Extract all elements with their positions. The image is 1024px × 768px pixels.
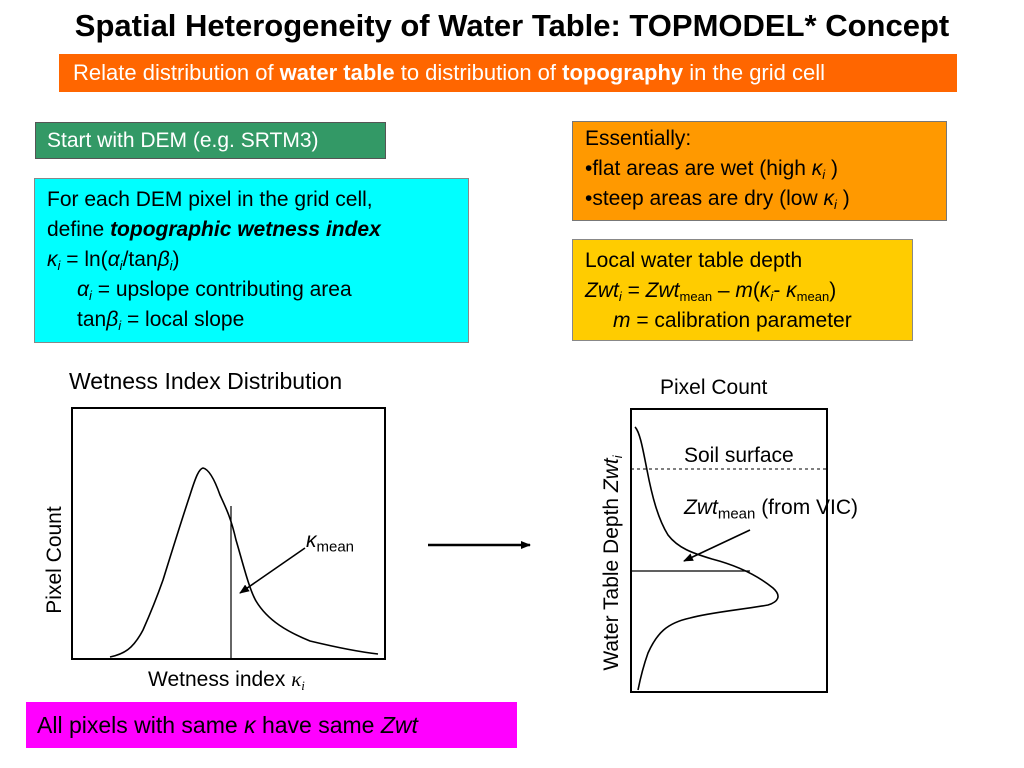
left-chart-ylabel: Pixel Count <box>43 506 66 614</box>
right-chart-ylabel: Water Table Depth Zwti <box>600 455 625 671</box>
def-line-1: For each DEM pixel in the grid cell, <box>47 188 373 211</box>
kappa-mean-arrow <box>239 547 306 594</box>
kappa-mean-label: κmean <box>306 529 355 556</box>
depth-dash: - <box>773 279 787 302</box>
depth-kappa-mean: κ <box>786 279 797 302</box>
water-table-depth-curve <box>634 426 779 691</box>
ess-steep-sub: i <box>833 196 837 212</box>
def-equation: κi = ln(αi/tanβi) <box>47 245 468 275</box>
right-chart-frame <box>630 408 828 693</box>
depth-m: m <box>735 279 753 302</box>
right-chart-top-label: Pixel Count <box>660 376 768 399</box>
depth-kappa-i-sub: i <box>770 288 774 304</box>
beta-sub: i <box>118 317 122 333</box>
xlabel-kappa: κ <box>291 667 302 691</box>
local-depth-box: Local water table depth Zwti = Zwtmean –… <box>572 239 913 341</box>
page-title: Spatial Heterogeneity of Water Table: TO… <box>74 8 950 43</box>
ess-flat-kappa: κ <box>811 157 823 180</box>
eq-kappa-sub: i <box>57 257 61 273</box>
conclusion-kappa: κ <box>244 712 256 738</box>
right-ylabel-zwt: Zwt <box>600 458 623 493</box>
beta-definition: local slope <box>145 308 245 331</box>
xlabel-kappa-sub: i <box>301 677 305 693</box>
depth-zwt-i: Zwt <box>585 279 619 302</box>
def-alpha-line: αi = upslope contributing area <box>47 275 468 305</box>
wetness-index-definition-box: For each DEM pixel in the grid cell, def… <box>34 178 469 343</box>
conclusion-text-2: have same <box>255 712 381 738</box>
depth-minus: – <box>712 279 736 302</box>
conclusion-zwt: Zwt <box>380 712 418 738</box>
beta-eq: = <box>121 308 146 331</box>
depth-kappa-mean-sub: mean <box>796 288 830 304</box>
left-chart-frame <box>71 407 386 660</box>
depth-equation: Zwti = Zwtmean – m(κi- κmean) <box>585 276 912 306</box>
depth-zwt-mean: Zwt <box>645 279 680 302</box>
zwt-mean-sub: mean <box>717 505 756 523</box>
essentially-box: Essentially: •flat areas are wet (high κ… <box>572 121 947 221</box>
banner-text-2: to distribution of <box>394 60 563 85</box>
beta-sym: β <box>106 308 119 331</box>
ess-steep-close: ) <box>836 187 850 210</box>
eq-beta-sub: i <box>169 257 173 273</box>
eq-alpha-sub: i <box>119 257 123 273</box>
eq-alpha: α <box>107 248 120 271</box>
banner-bold-topography: topography <box>562 60 684 85</box>
objective-banner: Relate distribution of water table to di… <box>59 54 957 92</box>
kappa-mean-sub: mean <box>316 538 355 556</box>
depth-m-sym: m <box>613 309 631 332</box>
kappa-mean-sym: κ <box>306 529 317 552</box>
tan-text: tan <box>77 308 107 331</box>
ess-flat-close: ) <box>825 157 839 180</box>
left-chart-xlabel: Wetness index κi <box>148 667 305 692</box>
left-chart-title: Wetness Index Distribution <box>69 368 343 394</box>
ess-steep-kappa: κ <box>823 187 834 210</box>
depth-m-definition: = calibration parameter <box>630 309 852 332</box>
conclusion-box: All pixels with same κ have same Zwt <box>26 702 517 748</box>
def-beta-line: tanβi = local slope <box>47 305 468 335</box>
depth-line-1: Local water table depth <box>585 249 803 272</box>
soil-surface-label: Soil surface <box>684 444 794 467</box>
depth-open: ( <box>752 279 760 302</box>
ess-head: Essentially: <box>585 127 692 150</box>
alpha-sub: i <box>88 287 92 303</box>
alpha-definition: = upslope contributing area <box>91 278 352 301</box>
banner-text-1: Relate distribution of <box>73 60 280 85</box>
ess-steep-text: •steep areas are dry (low <box>585 187 824 210</box>
depth-zwt-i-sub: i <box>618 288 622 304</box>
def-define-text: define <box>47 218 111 241</box>
ess-flat-line: •flat areas are wet (high κi ) <box>585 154 946 184</box>
banner-bold-water-table: water table <box>279 60 395 85</box>
eq-tan: /tan <box>122 248 158 271</box>
zwt-mean-sym: Zwt <box>684 496 718 519</box>
depth-eq: = <box>621 279 646 302</box>
eq-ln: = ln( <box>60 248 108 271</box>
right-ylabel-sub: i <box>609 455 625 459</box>
depth-m-line: m = calibration parameter <box>585 306 912 336</box>
alpha-sym: α <box>77 278 89 301</box>
wetness-distribution-curve <box>109 467 379 658</box>
depth-close: ) <box>829 279 837 302</box>
eq-kappa: κ <box>47 248 58 271</box>
ess-flat-text: •flat areas are wet (high <box>585 157 812 180</box>
conclusion-text-1: All pixels with same <box>37 712 245 738</box>
start-dem-box: Start with DEM (e.g. SRTM3) <box>35 122 386 159</box>
def-twi-term: topographic wetness index <box>110 218 381 241</box>
eq-close: ) <box>172 248 180 271</box>
xlabel-text: Wetness index <box>148 668 292 691</box>
eq-beta: β <box>157 248 170 271</box>
depth-kappa-i: κ <box>759 279 771 302</box>
ess-steep-line: •steep areas are dry (low κi ) <box>585 184 946 214</box>
zwt-mean-arrow <box>683 529 751 562</box>
def-line-2: define topographic wetness index <box>47 215 468 245</box>
ess-flat-sub: i <box>822 166 826 182</box>
right-ylabel-text: Water Table Depth <box>600 492 623 671</box>
banner-text-3: in the grid cell <box>683 60 826 85</box>
zwt-mean-label: Zwtmean (from VIC) <box>684 496 859 523</box>
zwt-mean-note: (from VIC) <box>755 496 859 519</box>
depth-zwt-mean-sub: mean <box>679 288 713 304</box>
